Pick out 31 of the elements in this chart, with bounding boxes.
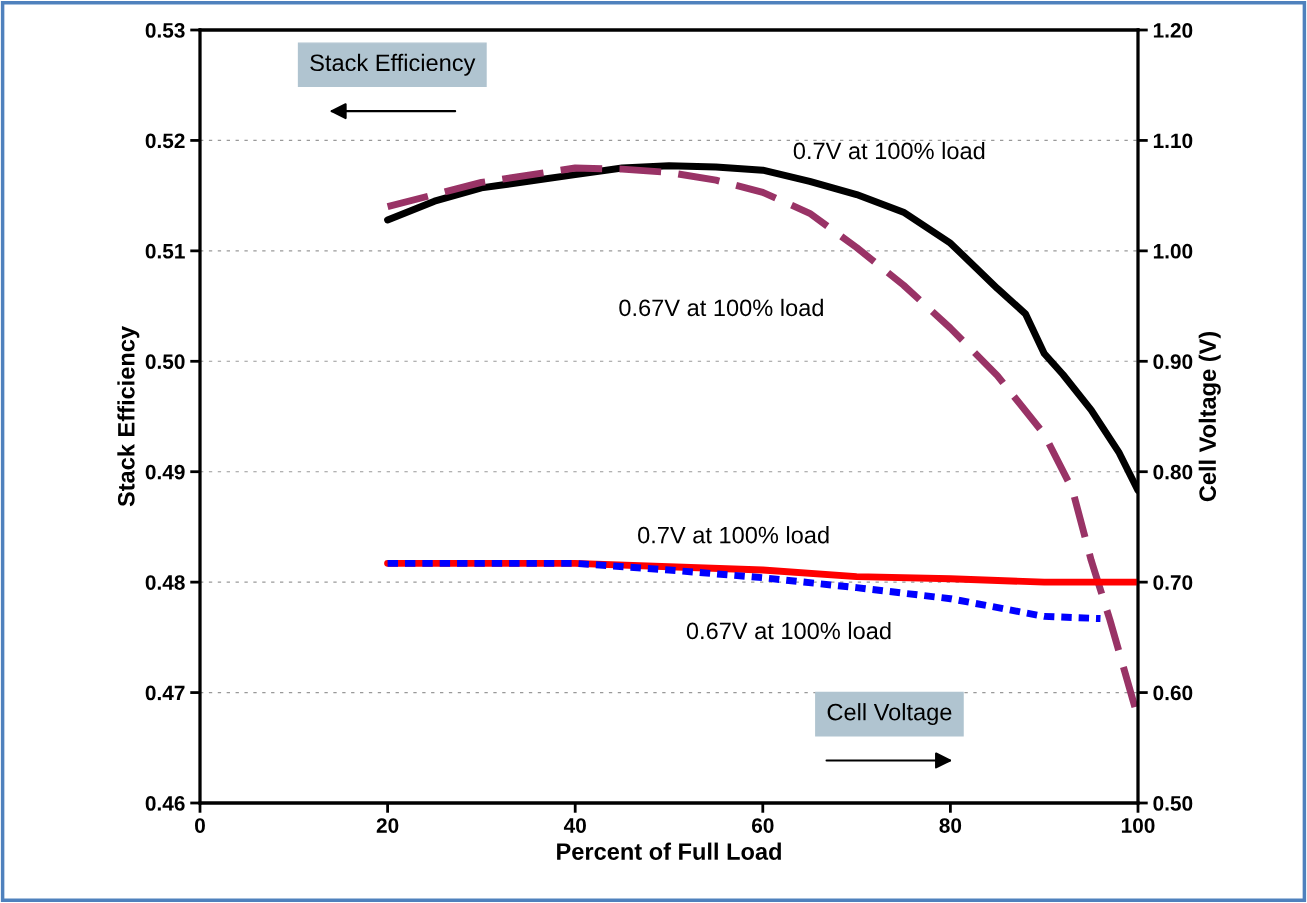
x-tick-label: 20 (376, 818, 399, 833)
x-tick-label: 100 (1121, 818, 1155, 833)
y-tick-label: 0.52 (145, 133, 185, 149)
x-tick-label: 80 (939, 818, 962, 833)
annotation: 0.7V at 100% load (638, 526, 829, 544)
y-tick-label: 0.48 (145, 575, 185, 590)
annotation: Stack Efficiency (310, 53, 476, 76)
y2-tick-label: 1.20 (1153, 23, 1193, 38)
x-tick-label: 40 (563, 818, 586, 833)
y-tick-label: 0.47 (145, 685, 185, 701)
y-tick-label: 0.53 (145, 23, 185, 38)
y-tick-label: 0.51 (145, 243, 185, 259)
y2-tick-label: 0.50 (1153, 796, 1193, 811)
y2-axis-title: Cell Voltage (V) (1198, 331, 1221, 502)
y2-tick-label: 0.90 (1153, 354, 1193, 370)
annotation: Cell Voltage (827, 703, 952, 726)
x-tick-label: 60 (751, 818, 774, 833)
y2-tick-label: 0.60 (1153, 685, 1193, 701)
y-tick-label: 0.49 (145, 464, 185, 480)
x-tick-label: 0 (195, 818, 205, 833)
x-axis-title: Percent of Full Load (557, 842, 781, 860)
y-tick-label: 0.46 (145, 796, 185, 811)
y2-tick-label: 0.70 (1153, 575, 1193, 590)
y-tick-label: 0.50 (145, 354, 185, 370)
y2-tick-label: 0.80 (1153, 464, 1193, 480)
annotation: 0.67V at 100% load (686, 621, 891, 640)
annotation: 0.7V at 100% load (793, 141, 985, 160)
y-axis-title: Stack Efficiency (117, 326, 140, 507)
annotation: 0.67V at 100% load (619, 298, 823, 317)
y2-tick-label: 1.00 (1153, 243, 1193, 259)
y2-tick-label: 1.10 (1153, 133, 1193, 149)
